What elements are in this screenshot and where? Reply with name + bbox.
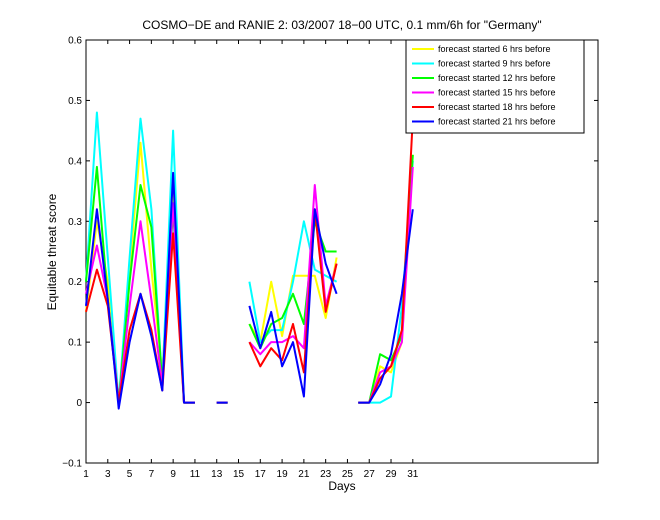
legend-box xyxy=(405,39,585,134)
y-axis-label: Equitable threat score xyxy=(45,193,59,310)
y-tick-label: 0.2 xyxy=(68,277,82,288)
axis-ticks: 1 3 5 7 9 11 13 15 17 19 21 23 25 27 29 31−0.100.10.20.… xyxy=(62,36,598,480)
legend-label: forecast started 15 hrs before xyxy=(438,88,556,98)
x-tick-label: 29 xyxy=(385,469,397,480)
x-tick-label: 25 xyxy=(342,469,354,480)
y-tick-label: 0.5 xyxy=(68,96,82,107)
y-tick-label: 0.1 xyxy=(68,338,82,349)
x-tick-label: 23 xyxy=(320,469,332,480)
legend-label: forecast started 12 hrs before xyxy=(438,73,556,83)
x-axis-label: Days xyxy=(328,479,355,493)
x-tick-label: 13 xyxy=(211,469,223,480)
y-tick-label: 0.3 xyxy=(68,217,82,228)
x-tick-label: 1 xyxy=(83,469,89,480)
x-tick-label: 15 xyxy=(233,469,245,480)
x-tick-label: 3 xyxy=(105,469,111,480)
y-tick-label: 0 xyxy=(76,398,82,409)
x-tick-label: 31 xyxy=(407,469,419,480)
legend: forecast started 6 hrs before forecast st… xyxy=(405,39,585,134)
x-tick-label: 5 xyxy=(127,469,133,480)
series-layer xyxy=(85,111,414,410)
y-tick-label: −0.1 xyxy=(62,459,82,470)
y-tick-label: 0.6 xyxy=(68,36,82,47)
x-tick-label: 9 xyxy=(170,469,176,480)
y-tick-label: 0.4 xyxy=(68,156,82,167)
x-tick-label: 17 xyxy=(255,469,267,480)
legend-label: forecast started 21 hrs before xyxy=(438,117,556,127)
series-line-6 xyxy=(85,171,414,410)
legend-label: forecast started 6 hrs before xyxy=(438,44,551,54)
x-tick-label: 21 xyxy=(298,469,310,480)
x-tick-label: 11 xyxy=(190,469,201,480)
x-tick-label: 27 xyxy=(364,469,376,480)
legend-label: forecast started 9 hrs before xyxy=(438,59,551,69)
legend-label: forecast started 18 hrs before xyxy=(438,102,556,112)
x-tick-label: 7 xyxy=(149,469,155,480)
chart-title: COSMO−DE and RANIE 2: 03/2007 18−00 UTC,… xyxy=(142,18,541,32)
x-tick-label: 19 xyxy=(277,469,289,480)
